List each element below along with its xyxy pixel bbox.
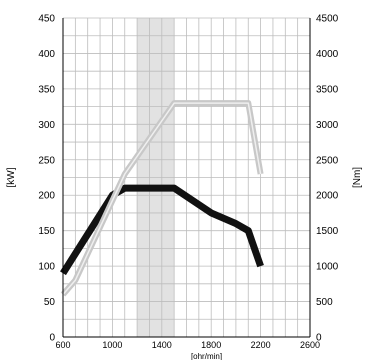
- y-tick-label-right: 3500: [316, 84, 339, 95]
- y-tick-label-right: 0: [316, 333, 322, 344]
- x-axis-label: [ohr/min]: [191, 352, 222, 360]
- y-tick-label-left: 400: [38, 49, 55, 60]
- y-tick-label-right: 3000: [316, 120, 339, 131]
- y-tick-label-left: 350: [38, 84, 55, 95]
- y-tick-label-left: 0: [49, 333, 55, 344]
- x-tick-label: 2600: [300, 340, 320, 350]
- tick-labels: 0501001502002503003504004500500100015002…: [38, 14, 338, 351]
- y-tick-label-left: 250: [38, 155, 55, 166]
- y-tick-label-right: 2000: [316, 191, 339, 202]
- y-axis-label-left: [kW]: [6, 167, 17, 187]
- y-tick-label-left: 300: [38, 120, 55, 131]
- grid-layer: [62, 17, 311, 338]
- plot-frame: [62, 18, 311, 338]
- x-tick-label: 600: [55, 340, 70, 350]
- y-axis-label-right: [Nm]: [352, 167, 363, 188]
- y-tick-label-right: 2500: [316, 155, 339, 166]
- y-tick-label-right: 500: [316, 297, 333, 308]
- x-tick-label: 1400: [152, 340, 172, 350]
- torque-line-highlight: [62, 102, 262, 295]
- y-tick-label-left: 450: [38, 14, 55, 25]
- series-layer: [60, 100, 264, 297]
- y-tick-label-right: 4000: [316, 49, 339, 60]
- y-tick-label-right: 4500: [316, 14, 339, 25]
- y-tick-label-left: 50: [44, 297, 56, 308]
- y-tick-label-left: 100: [38, 262, 55, 273]
- y-tick-label-left: 150: [38, 226, 55, 237]
- y-tick-label-left: 200: [38, 191, 55, 202]
- x-tick-label: 2200: [251, 340, 271, 350]
- y-tick-label-right: 1000: [316, 262, 339, 273]
- x-tick-label: 1800: [201, 340, 221, 350]
- y-tick-label-right: 1500: [316, 226, 339, 237]
- x-tick-label: 1000: [102, 340, 122, 350]
